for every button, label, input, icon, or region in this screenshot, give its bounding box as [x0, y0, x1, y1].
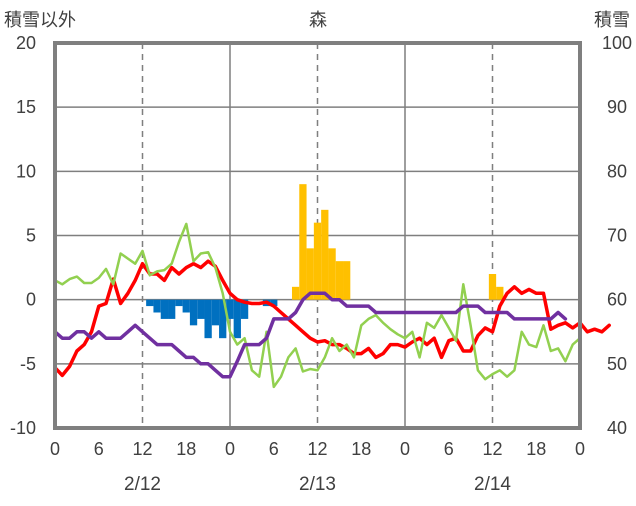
blue_bars-bar-6 [189, 299, 198, 326]
right-y-tick-label-5: 90 [607, 97, 627, 117]
orange_bars-bar-9 [496, 286, 504, 300]
right-y-tick-label-3: 70 [607, 226, 627, 246]
blue_bars-bar-5 [182, 299, 190, 313]
orange_bars-bar-4 [321, 209, 329, 300]
x-tick-label-4: 0 [225, 439, 235, 459]
green-series-line [53, 222, 582, 389]
right-y-tick-label-2: 60 [607, 290, 627, 310]
x-tick-label-7: 18 [351, 439, 371, 459]
plot-frame [53, 41, 582, 430]
right-axis-title: 積雪 [594, 10, 630, 30]
orange_bars-bar-2 [306, 248, 314, 300]
blue_bars-bar-1 [153, 299, 161, 313]
orange_bars-bar-8 [488, 274, 497, 300]
purple-series-line [53, 291, 568, 379]
left-y-tick-label-1: -5 [20, 354, 36, 374]
left-y-tick-label-0: -10 [10, 418, 36, 438]
x-tick-label-8: 0 [400, 439, 410, 459]
x-tick-labels: 0 6 12 18 0 6 12 18 0 6 12 18 0 [50, 439, 585, 459]
x-tick-label-0: 0 [50, 439, 60, 459]
blue_bars-bar-15 [270, 299, 278, 307]
date-label-0: 2/12 [124, 474, 161, 495]
blue_bars-bar-9 [211, 299, 220, 326]
left-y-tick-label-4: 10 [16, 161, 36, 181]
left-y-tick-label-6: 20 [16, 33, 36, 53]
right-y-tick-label-0: 40 [607, 418, 627, 438]
blue_bars-bar-4 [175, 299, 183, 307]
blue_bars-bar-7 [197, 299, 205, 319]
x-tick-label-11: 18 [526, 439, 546, 459]
x-tick-label-3: 18 [176, 439, 196, 459]
orange_bars-bar-3 [313, 222, 322, 300]
date-labels: 2/12 2/13 2/14 [124, 474, 511, 495]
right-y-tick-label-1: 50 [607, 354, 627, 374]
bar-series [146, 184, 504, 339]
left-y-tick-labels: -10 -5 0 5 10 15 20 [10, 33, 36, 438]
x-tick-label-6: 12 [307, 439, 327, 459]
blue_bars-bar-8 [204, 299, 212, 339]
orange_bars-bar-0 [291, 286, 300, 300]
orange_bars-bar-7 [343, 261, 351, 300]
left-y-tick-label-5: 15 [16, 97, 36, 117]
orange_bars-bar-6 [335, 261, 344, 300]
blue_bars-bar-2 [160, 299, 169, 319]
left-y-tick-label-3: 5 [26, 226, 36, 246]
date-label-2: 2/14 [474, 474, 511, 495]
right-y-tick-label-6: 100 [602, 33, 632, 53]
blue_bars-bar-11 [226, 299, 234, 319]
x-tick-label-2: 12 [132, 439, 152, 459]
blue_bars-bar-0 [146, 299, 154, 307]
left-axis-title: 積雪以外 [4, 10, 76, 30]
right-y-tick-label-4: 80 [607, 161, 627, 181]
x-tick-label-1: 6 [94, 439, 104, 459]
blue_bars-bar-13 [240, 299, 249, 319]
orange_bars-bar-5 [328, 248, 336, 300]
right-y-tick-labels: 40 50 60 70 80 90 100 [602, 33, 632, 438]
x-tick-label-10: 12 [482, 439, 502, 459]
date-label-1: 2/13 [299, 474, 336, 495]
blue_bars-bar-10 [219, 299, 227, 339]
x-tick-label-12: 0 [575, 439, 585, 459]
blue_bars-bar-12 [233, 299, 241, 339]
line-series [53, 222, 611, 389]
x-tick-label-9: 6 [444, 439, 454, 459]
blue_bars-bar-3 [168, 299, 176, 319]
chart-title: 森 [309, 10, 327, 30]
x-tick-label-5: 6 [269, 439, 279, 459]
left-y-tick-label-2: 0 [26, 290, 36, 310]
orange_bars-bar-1 [299, 184, 307, 300]
